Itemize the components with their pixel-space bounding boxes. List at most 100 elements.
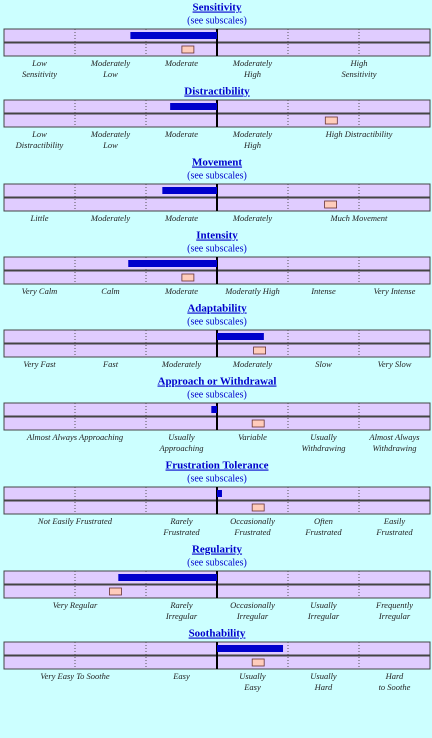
scale-label: High bbox=[243, 69, 261, 79]
score-bar bbox=[118, 574, 217, 581]
norm-marker bbox=[324, 200, 338, 209]
score-bar bbox=[211, 406, 217, 413]
norm-marker bbox=[251, 503, 265, 512]
scale-label: Rarely bbox=[169, 516, 193, 526]
norm-marker bbox=[181, 45, 195, 54]
scale-label: Easily bbox=[383, 516, 405, 526]
scale-label: Distractibility bbox=[15, 140, 64, 150]
scale-label: Moderately bbox=[161, 359, 201, 369]
subscales-link[interactable]: (see subscales) bbox=[187, 557, 247, 568]
scale-label: Low bbox=[102, 140, 118, 150]
norm-marker bbox=[181, 273, 195, 282]
norm-marker bbox=[253, 346, 267, 355]
section-title-link[interactable]: Frustration Tolerance bbox=[166, 460, 269, 472]
scale-label: Very Slow bbox=[378, 359, 412, 369]
scale-label: Slow bbox=[315, 359, 332, 369]
subscales-link[interactable]: (see subscales) bbox=[187, 170, 247, 181]
scale-label: Frustrated bbox=[233, 527, 271, 537]
scale-label: Withdrawing bbox=[373, 443, 417, 453]
scale-label: Sensitivity bbox=[22, 69, 57, 79]
scale-label: Usually bbox=[239, 671, 266, 681]
subscales-link[interactable]: (see subscales) bbox=[187, 389, 247, 400]
scale-label: Low bbox=[31, 58, 47, 68]
scale-label: Hard bbox=[314, 682, 333, 692]
section-title-link[interactable]: Regularity bbox=[192, 544, 243, 556]
scale-label: Calm bbox=[101, 286, 119, 296]
score-bar bbox=[128, 260, 217, 267]
norm-marker bbox=[251, 658, 265, 667]
section-title-link[interactable]: Sensitivity bbox=[193, 2, 242, 14]
score-bar bbox=[217, 490, 222, 497]
score-bar bbox=[130, 32, 217, 39]
norm-marker bbox=[109, 587, 122, 596]
scale-label: Usually bbox=[310, 600, 337, 610]
scale-label: Much Movement bbox=[330, 213, 389, 223]
scale-label: Little bbox=[30, 213, 49, 223]
scale-label: Usually bbox=[168, 432, 195, 442]
scale-label: Moderately bbox=[232, 359, 272, 369]
scale-label: Moderately bbox=[90, 129, 130, 139]
scale-label: Hard bbox=[385, 671, 404, 681]
section-title-link[interactable]: Distractibility bbox=[184, 86, 250, 98]
scale-label: Easy bbox=[243, 682, 261, 692]
scale-label: Irregular bbox=[378, 611, 411, 621]
scale-label: Low bbox=[102, 69, 118, 79]
subscales-link[interactable]: (see subscales) bbox=[187, 15, 247, 26]
section-title-link[interactable]: Approach or Withdrawal bbox=[158, 376, 277, 388]
scale-label: Moderately bbox=[232, 213, 272, 223]
scale-label: Irregular bbox=[307, 611, 340, 621]
section-title-link[interactable]: Adaptability bbox=[187, 303, 247, 315]
scale-label: Variable bbox=[238, 432, 267, 442]
scale-label: High Distractibility bbox=[325, 129, 393, 139]
subscales-link[interactable]: (see subscales) bbox=[187, 316, 247, 327]
score-bar bbox=[217, 333, 264, 340]
scale-label: Frustrated bbox=[304, 527, 342, 537]
section-title-link[interactable]: Soothability bbox=[189, 628, 246, 640]
scale-label: Very Regular bbox=[53, 600, 98, 610]
scale-label: Occasionally bbox=[230, 516, 275, 526]
scale-label: Moderately bbox=[90, 58, 130, 68]
score-bar bbox=[217, 645, 284, 652]
scale-label: Almost Always Approaching bbox=[26, 432, 123, 442]
score-bar bbox=[162, 187, 217, 194]
scale-label: to Soothe bbox=[379, 682, 411, 692]
scale-label: Withdrawing bbox=[302, 443, 346, 453]
scale-label: Moderate bbox=[164, 213, 198, 223]
section-title-link[interactable]: Intensity bbox=[196, 230, 238, 242]
scale-label: Very Calm bbox=[22, 286, 58, 296]
scale-label: Moderately bbox=[232, 129, 272, 139]
scale-label: Usually bbox=[310, 432, 337, 442]
scale-label: Fast bbox=[102, 359, 119, 369]
scale-label: High bbox=[243, 140, 261, 150]
scale-label: Sensitivity bbox=[342, 69, 377, 79]
scale-label: Approaching bbox=[158, 443, 203, 453]
scale-label: Irregular bbox=[236, 611, 269, 621]
scale-label: Moderatly High bbox=[224, 286, 280, 296]
scale-label: Moderate bbox=[164, 129, 198, 139]
section-title-link[interactable]: Movement bbox=[192, 157, 242, 169]
scale-label: Irregular bbox=[165, 611, 198, 621]
score-bar bbox=[170, 103, 217, 110]
scale-label: Moderately bbox=[232, 58, 272, 68]
norm-marker bbox=[251, 419, 265, 428]
scale-label: Frequently bbox=[375, 600, 413, 610]
scale-label: Intense bbox=[310, 286, 336, 296]
scale-label: High bbox=[350, 58, 368, 68]
scale-label: Moderate bbox=[164, 58, 198, 68]
subscales-link[interactable]: (see subscales) bbox=[187, 473, 247, 484]
scale-label: Not Easily Frustrated bbox=[37, 516, 113, 526]
scale-label: Very Easy To Soothe bbox=[40, 671, 110, 681]
scale-label: Easy bbox=[172, 671, 190, 681]
scale-label: Occasionally bbox=[230, 600, 275, 610]
scale-label: Rarely bbox=[169, 600, 193, 610]
scale-label: Often bbox=[314, 516, 333, 526]
scale-label: Frustrated bbox=[375, 527, 413, 537]
scale-label: Moderately bbox=[90, 213, 130, 223]
scale-label: Very Fast bbox=[23, 359, 56, 369]
scale-label: Frustrated bbox=[162, 527, 200, 537]
subscales-link[interactable]: (see subscales) bbox=[187, 243, 247, 254]
scale-label: Moderate bbox=[164, 286, 198, 296]
scale-label: Almost Always bbox=[368, 432, 420, 442]
scale-label: Usually bbox=[310, 671, 337, 681]
